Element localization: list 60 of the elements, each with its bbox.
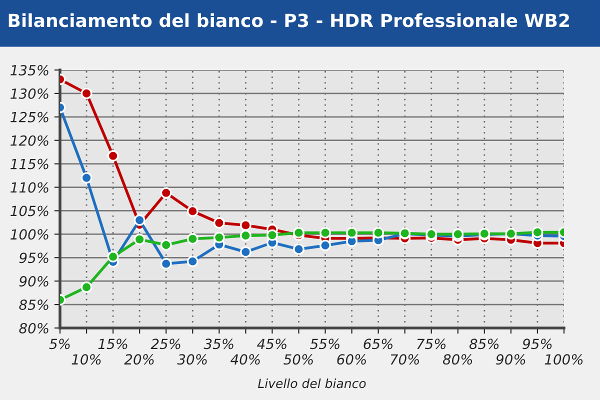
point <box>240 230 252 242</box>
x-tick-label: 20% <box>124 354 154 365</box>
point <box>160 187 172 199</box>
y-tick-label: 100% <box>10 229 48 240</box>
y-tick-label: 115% <box>10 158 48 170</box>
x-tick-label: 15% <box>98 338 128 350</box>
x-tick-label: 35% <box>204 338 234 350</box>
point <box>134 234 146 246</box>
x-tick-label: 5% <box>49 338 70 350</box>
point <box>186 233 198 245</box>
x-tick-label: 45% <box>257 338 286 350</box>
point <box>293 227 304 238</box>
point <box>213 217 225 229</box>
y-tick-label: 90% <box>19 276 48 287</box>
x-tick-label: 10% <box>72 354 101 365</box>
chart-title: Bilanciamento del bianco - P3 - HDR Professionale WB2 <box>8 13 569 28</box>
y-tick-label: 95% <box>19 252 48 264</box>
y-tick-label: 120% <box>10 135 48 146</box>
x-tick-label: 40% <box>230 354 260 365</box>
point <box>213 232 225 244</box>
x-tick-label: 55% <box>310 338 340 350</box>
point <box>240 246 252 258</box>
point <box>320 240 331 252</box>
point <box>320 227 331 238</box>
x-tick-label: 100% <box>544 354 583 365</box>
y-tick-label: 85% <box>19 300 48 310</box>
x-tick-label: 90% <box>496 354 526 365</box>
point <box>80 172 92 184</box>
point <box>240 220 252 231</box>
y-tick-label: 135% <box>10 64 48 76</box>
y-tick-label: 130% <box>10 88 48 99</box>
x-tick-label: 70% <box>390 354 420 365</box>
point <box>186 256 198 268</box>
x-tick-label: 85% <box>469 338 499 350</box>
x-tick-label: 65% <box>364 338 392 350</box>
x-tick-label: 30% <box>177 354 207 365</box>
x-tick-label: 60% <box>337 354 366 365</box>
x-tick-label: 25% <box>150 338 180 350</box>
point <box>107 251 119 262</box>
point <box>107 150 119 162</box>
point <box>293 243 304 255</box>
point <box>80 88 92 100</box>
point <box>80 281 92 293</box>
x-axis-title: Livello del bianco <box>258 378 366 388</box>
point <box>186 206 198 217</box>
x-tick-label: 95% <box>522 338 552 350</box>
point <box>160 258 172 270</box>
y-tick-label: 110% <box>10 182 48 193</box>
point <box>134 214 146 226</box>
point <box>266 229 278 241</box>
y-tick-label: 105% <box>10 206 48 216</box>
y-tick-label: 125% <box>10 112 48 122</box>
point <box>532 226 544 238</box>
x-tick-label: 50% <box>284 354 313 365</box>
point <box>346 227 358 238</box>
point <box>372 227 384 238</box>
x-tick-label: 80% <box>442 354 472 365</box>
x-tick-label: 75% <box>417 338 446 350</box>
y-tick-label: 80% <box>19 322 48 334</box>
point <box>160 239 172 251</box>
